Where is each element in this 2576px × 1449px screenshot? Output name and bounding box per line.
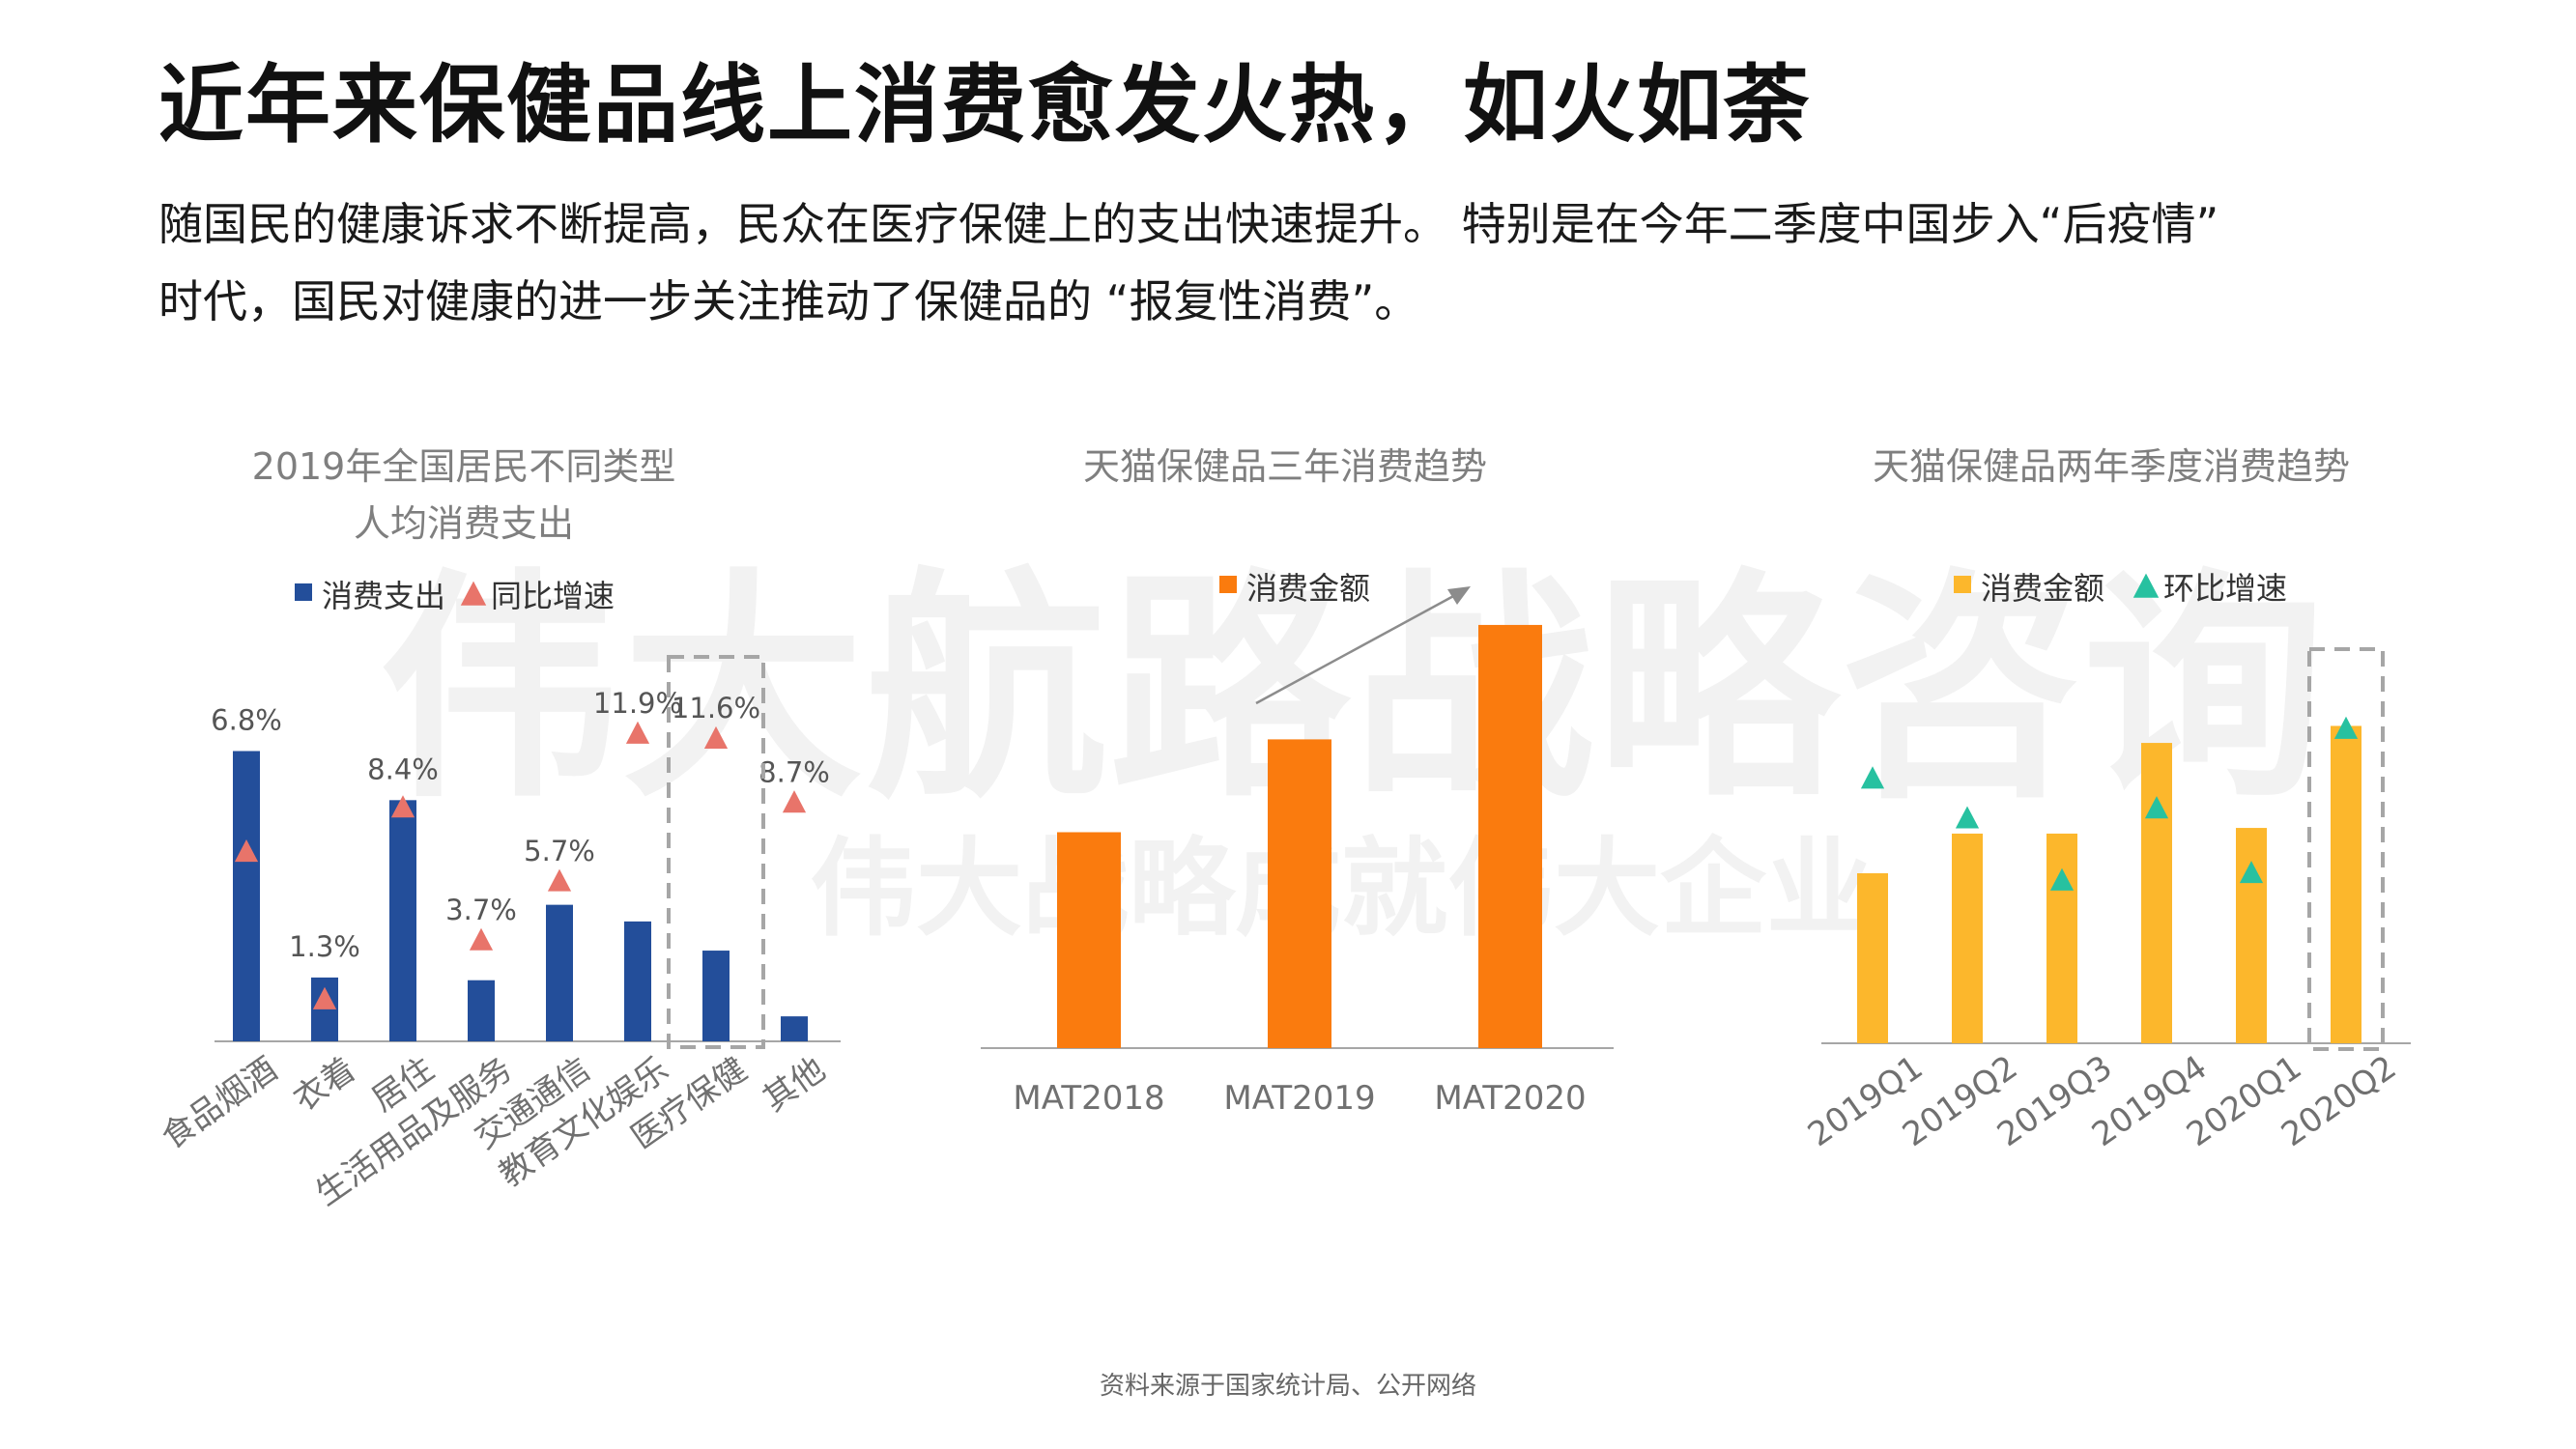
legend-square-icon [295,583,312,601]
legend-square-icon [1954,576,1971,593]
marker-triangle [234,839,259,863]
x-tick-label: MAT2019 [1223,1079,1375,1118]
page-subtitle: 随国民的健康诉求不断提高，民众在医疗保健上的支出快速提升。 特别是在今年二季度中… [158,185,2477,340]
chart-title: 人均消费支出 [354,502,574,545]
legend-label: 消费金额 [1981,570,2104,607]
data-label: 11.6% [672,692,760,724]
chart-title: 天猫保健品两年季度消费趋势 [1873,445,2350,488]
x-tick-label: 其他 [757,1050,833,1120]
x-tick-label: MAT2018 [1013,1079,1164,1118]
marker-triangle [1860,766,1885,789]
marker-triangle [625,721,650,744]
legend-label: 消费金额 [1246,570,1370,607]
marker-triangle [2333,716,2359,739]
marker-triangle [312,986,337,1009]
x-tick-label: MAT2020 [1434,1079,1586,1118]
marker-triangle [703,725,729,749]
marker-triangle [782,790,807,813]
legend-label: 环比增速 [2163,570,2287,607]
marker-triangle [390,795,415,818]
bar [468,980,495,1041]
bar [1057,832,1121,1048]
marker-triangle [2239,861,2264,884]
legend-label: 消费支出 [322,578,445,614]
bar [2046,833,2077,1043]
x-tick-label: 衣着 [287,1050,363,1120]
data-label: 8.7% [758,755,830,788]
data-label: 1.3% [289,930,360,963]
trend-arrow-head [1447,586,1471,605]
data-label: 3.7% [445,894,517,926]
bar [546,904,573,1041]
x-tick-label: 食品烟酒 [155,1050,284,1157]
bar [781,1016,808,1041]
bar [2236,828,2267,1043]
marker-triangle [1955,806,1980,829]
legend-square-icon [1219,576,1237,593]
data-label: 5.7% [524,835,595,867]
bar [389,800,416,1041]
bar [1857,873,1888,1043]
data-label: 8.4% [367,753,439,785]
legend-label: 同比增速 [491,578,615,614]
highlight-dashed-box [667,655,765,1049]
highlight-dashed-box [2307,647,2385,1051]
chart-title: 2019年全国居民不同类型 [252,445,676,488]
data-label: 6.8% [211,703,282,736]
watermark: 伟大航路战略咨询 [379,549,2327,830]
subtitle-line-2: 时代，国民对健康的进一步关注推动了保健品的 “报复性消费”。 [158,275,1419,327]
bar [1268,739,1331,1048]
bar [233,751,260,1041]
source-footnote: 资料来源于国家统计局、公开网络 [1099,1372,1476,1401]
bar [1478,624,1542,1048]
bar [624,921,651,1041]
bar [1952,833,1983,1043]
marker-triangle [2144,796,2169,819]
bar [2331,725,2361,1043]
bar [2141,743,2172,1043]
bar [702,951,730,1041]
marker-triangle [469,927,494,951]
legend-triangle-icon [2132,573,2160,598]
legend-triangle-icon [460,581,487,606]
chart-title: 天猫保健品三年消费趋势 [1083,445,1487,488]
trend-arrow-line [1255,592,1458,705]
marker-triangle [2049,867,2075,891]
marker-triangle [547,868,572,892]
subtitle-line-1: 随国民的健康诉求不断提高，民众在医疗保健上的支出快速提升。 特别是在今年二季度中… [158,198,2219,250]
watermark-slogan: 伟大战略成就伟大企业 [810,827,1873,951]
page-title: 近年来保健品线上消费愈发火热，如火如荼 [158,55,1812,155]
